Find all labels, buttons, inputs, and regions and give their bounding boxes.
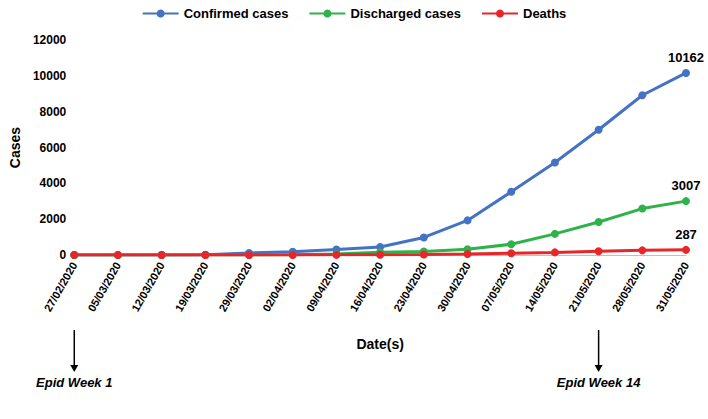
svg-text:Deaths: Deaths bbox=[523, 6, 566, 21]
svg-text:05/03/2020: 05/03/2020 bbox=[85, 260, 123, 314]
svg-text:29/03/2020: 29/03/2020 bbox=[216, 260, 254, 314]
svg-text:12/03/2020: 12/03/2020 bbox=[129, 260, 167, 314]
svg-text:09/04/2020: 09/04/2020 bbox=[304, 260, 342, 314]
svg-text:23/04/2020: 23/04/2020 bbox=[391, 260, 429, 314]
svg-text:10162: 10162 bbox=[668, 50, 704, 65]
svg-text:30/04/2020: 30/04/2020 bbox=[435, 260, 473, 314]
svg-text:21/05/2020: 21/05/2020 bbox=[566, 260, 604, 314]
svg-text:3007: 3007 bbox=[672, 178, 701, 193]
svg-text:Cases: Cases bbox=[7, 127, 23, 168]
svg-text:4000: 4000 bbox=[40, 176, 67, 190]
svg-text:Epid Week 14: Epid Week 14 bbox=[557, 375, 641, 390]
svg-text:Date(s): Date(s) bbox=[356, 336, 403, 352]
svg-text:6000: 6000 bbox=[40, 141, 67, 155]
svg-text:10000: 10000 bbox=[33, 69, 67, 83]
svg-text:19/03/2020: 19/03/2020 bbox=[173, 260, 211, 314]
svg-text:Discharged cases: Discharged cases bbox=[350, 6, 461, 21]
svg-text:14/05/2020: 14/05/2020 bbox=[522, 260, 560, 314]
svg-text:31/05/2020: 31/05/2020 bbox=[653, 260, 691, 314]
svg-text:28/05/2020: 28/05/2020 bbox=[610, 260, 648, 314]
svg-text:0: 0 bbox=[60, 248, 67, 262]
svg-text:16/04/2020: 16/04/2020 bbox=[347, 260, 385, 314]
svg-text:07/05/2020: 07/05/2020 bbox=[479, 260, 517, 314]
svg-text:8000: 8000 bbox=[40, 105, 67, 119]
svg-text:12000: 12000 bbox=[33, 33, 67, 47]
svg-text:Epid Week 1: Epid Week 1 bbox=[36, 375, 112, 390]
svg-text:Confirmed cases: Confirmed cases bbox=[184, 6, 289, 21]
svg-text:27/02/2020: 27/02/2020 bbox=[42, 260, 80, 314]
svg-text:2000: 2000 bbox=[40, 212, 67, 226]
svg-text:287: 287 bbox=[675, 227, 697, 242]
svg-text:02/04/2020: 02/04/2020 bbox=[260, 260, 298, 314]
